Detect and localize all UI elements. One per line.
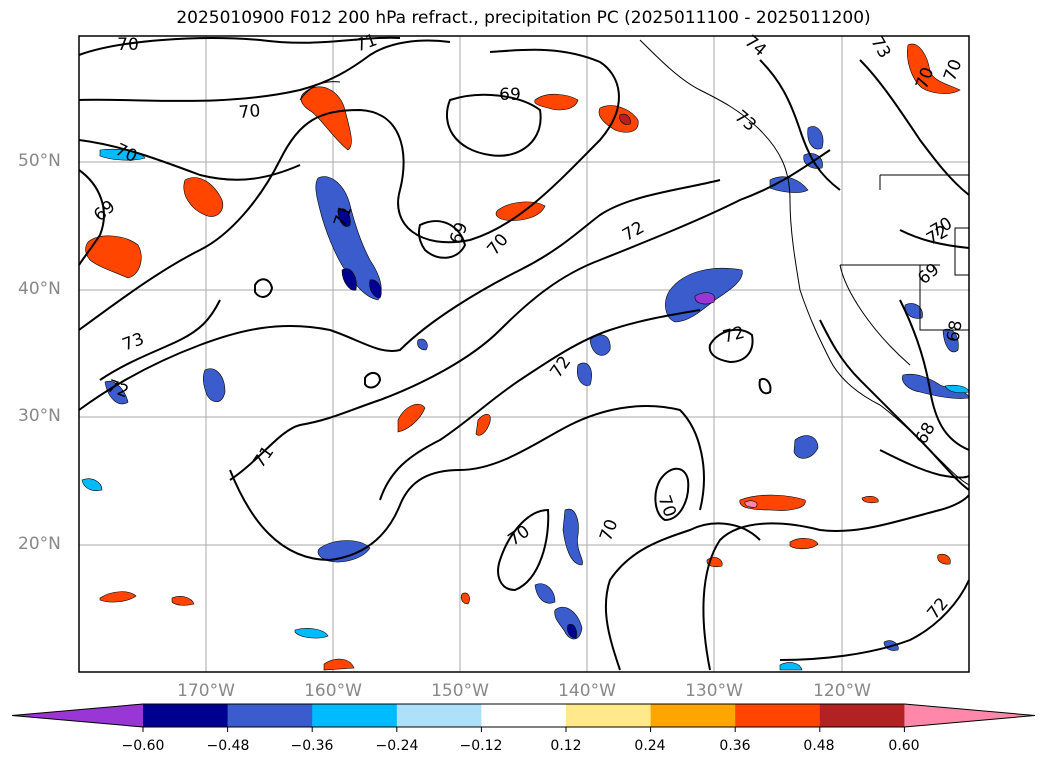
colorbar-tick-label: 0.60 (888, 738, 920, 754)
precip-positive-blobs (85, 43, 961, 671)
contour-label: 73 (730, 107, 759, 136)
contour-label: 70 (238, 101, 261, 123)
contour-label: 69 (914, 260, 943, 289)
colorbar-swatch (481, 704, 567, 727)
lon-label-160w: 160°W (304, 681, 362, 701)
colorbar-swatch (312, 704, 398, 727)
colorbar-swatch (650, 704, 736, 727)
colorbar-tick-label: 0.48 (803, 738, 835, 754)
contour-label: 72 (924, 594, 953, 623)
contour-label: 71 (250, 443, 279, 472)
contour-label: 70 (940, 57, 966, 84)
coastline (299, 39, 970, 486)
lon-label-130w: 130°W (685, 681, 743, 701)
colorbar-swatch (227, 704, 313, 727)
colorbar-tick-label: −0.24 (375, 738, 419, 754)
graticule (79, 36, 969, 672)
contour-label: 70 (117, 35, 139, 55)
colorbar-extend-high (904, 704, 1035, 727)
contour-label: 70 (112, 140, 140, 167)
colorbar-extend-low (12, 704, 143, 727)
contour-label: 72 (547, 353, 576, 382)
contour-label: 73 (120, 329, 147, 355)
contour-label: 73 (866, 33, 894, 62)
contour-label: 69 (499, 85, 521, 105)
lat-label-30n: 30°N (18, 406, 61, 426)
colorbar-swatch (566, 704, 652, 727)
contour-label: 68 (912, 419, 940, 448)
colorbar-swatch (143, 704, 229, 727)
map-frame (78, 35, 970, 673)
chart-title: 2025010900 F012 200 hPa refract., precip… (176, 8, 871, 28)
lat-label-20n: 20°N (18, 534, 61, 554)
lat-label-50n: 50°N (18, 151, 61, 171)
colorbar-swatch (735, 704, 821, 727)
lon-label-140w: 140°W (558, 681, 616, 701)
contour-label: 68 (943, 319, 966, 344)
colorbar-tick-label: 0.36 (719, 738, 751, 754)
colorbar (11, 703, 1036, 732)
lon-label-150w: 150°W (431, 681, 489, 701)
colorbar-tick-label: −0.36 (290, 738, 334, 754)
colorbar-swatch (819, 704, 905, 727)
colorbar-tick-label: −0.48 (206, 738, 250, 754)
lon-label-120w: 120°W (813, 681, 871, 701)
refractivity-contours (78, 36, 970, 671)
colorbar-tick-label: −0.12 (459, 738, 503, 754)
colorbar-tick-label: 0.24 (634, 738, 666, 754)
lon-label-170w: 170°W (177, 681, 235, 701)
contour-label: 70 (596, 517, 622, 544)
contour-label: 69 (90, 197, 119, 226)
colorbar-tick-label: 0.12 (550, 738, 582, 754)
contour-label-group: 70 71 74 73 70 69 70 73 70 69 71 69 70 7… (90, 30, 967, 623)
contour-label: 70 (484, 230, 513, 259)
lat-label-40n: 40°N (18, 279, 61, 299)
contour-label: 70 (505, 522, 534, 551)
contour-label: 72 (721, 323, 747, 348)
colorbar-swatch (396, 704, 482, 727)
colorbar-tick-label: −0.60 (121, 738, 165, 754)
